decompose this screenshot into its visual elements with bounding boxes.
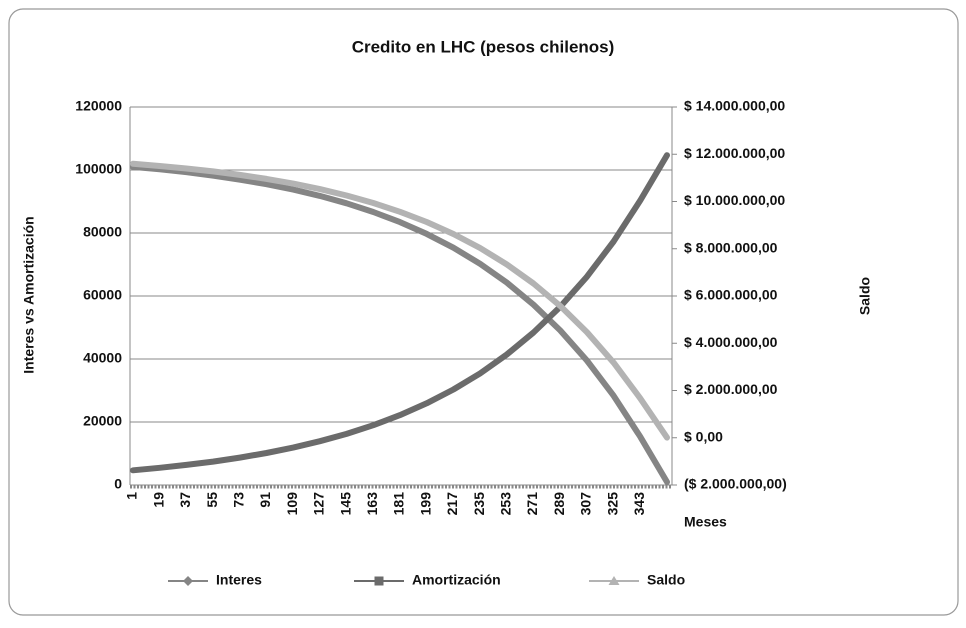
x-tick-label: 163 — [364, 492, 380, 516]
x-tick-label: 127 — [311, 492, 327, 516]
legend-marker — [608, 576, 620, 585]
x-tick-label: 55 — [204, 492, 220, 508]
x-tick-label: 199 — [417, 492, 433, 516]
legend-label: Saldo — [647, 572, 685, 588]
y2-tick-label: ($ 2.000.000,00) — [684, 476, 787, 492]
y2-tick-label: $ 6.000.000,00 — [684, 287, 778, 303]
y2-tick-label: $ 12.000.000,00 — [684, 145, 785, 161]
legend-label: Interes — [216, 572, 262, 588]
y2-axis-title: Saldo — [857, 277, 873, 315]
legend-marker — [374, 576, 384, 586]
x-tick-label: 19 — [150, 492, 166, 508]
x-axis-title: Meses — [684, 514, 727, 530]
x-tick-label: 145 — [337, 492, 353, 516]
x-tick-label: 271 — [524, 492, 540, 516]
x-tick-label: 37 — [177, 492, 193, 508]
x-tick-label: 325 — [604, 492, 620, 516]
chart-title: Credito en LHC (pesos chilenos) — [352, 37, 615, 56]
y2-tick-label: $ 4.000.000,00 — [684, 334, 778, 350]
x-tick-label: 217 — [444, 492, 460, 516]
y-tick-label: 80000 — [83, 224, 122, 240]
y2-tick-label: $ 14.000.000,00 — [684, 98, 785, 114]
x-tick-label: 1 — [124, 492, 140, 500]
y2-tick-label: $ 2.000.000,00 — [684, 381, 778, 397]
x-tick-label: 109 — [284, 492, 300, 516]
chart-frame — [8, 8, 959, 616]
y-axis-title: Interes vs Amortización — [21, 216, 37, 373]
y-tick-label: 120000 — [75, 98, 122, 114]
series-line — [130, 163, 670, 485]
x-tick-label: 289 — [551, 492, 567, 516]
x-tick-label: 73 — [231, 492, 247, 508]
y2-tick-label: $ 0,00 — [684, 428, 723, 444]
x-tick-label: 307 — [578, 492, 594, 516]
x-tick-label: 181 — [391, 492, 407, 516]
y2-tick-label: $ 8.000.000,00 — [684, 239, 778, 255]
y-tick-label: 100000 — [75, 161, 122, 177]
y-tick-label: 40000 — [83, 350, 122, 366]
y-tick-label: 60000 — [83, 287, 122, 303]
y-tick-label: 0 — [114, 476, 122, 492]
x-tick-label: 235 — [471, 492, 487, 516]
x-tick-label: 343 — [631, 492, 647, 516]
y2-tick-label: $ 10.000.000,00 — [684, 192, 785, 208]
series-line — [130, 160, 670, 441]
x-tick-label: 253 — [498, 492, 514, 516]
legend-label: Amortización — [412, 572, 501, 588]
y-tick-label: 20000 — [83, 413, 122, 429]
legend-marker — [183, 576, 193, 586]
series-line — [130, 152, 670, 474]
x-tick-label: 91 — [257, 492, 273, 508]
